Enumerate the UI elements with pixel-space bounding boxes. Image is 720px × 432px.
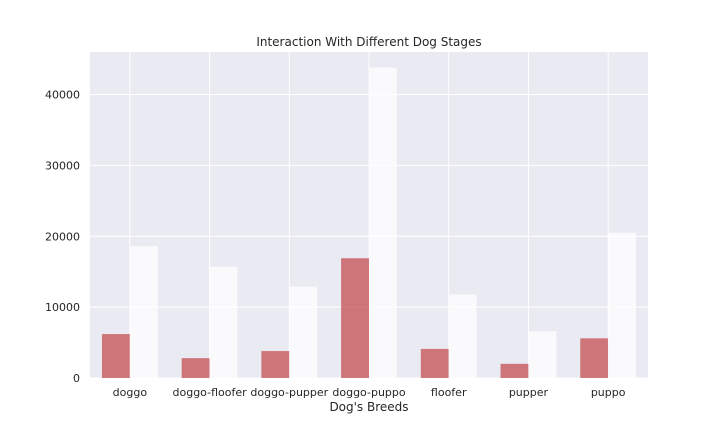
bar-retweets-pupper bbox=[500, 363, 529, 378]
bar-retweets-puppo bbox=[580, 338, 609, 378]
y-tick-label: 0 bbox=[73, 372, 80, 385]
x-tick-label: pupper bbox=[509, 386, 549, 399]
y-tick-label: 40000 bbox=[45, 89, 80, 102]
bar-favorites-doggo-pupper bbox=[289, 286, 318, 378]
y-tick-label: 10000 bbox=[45, 301, 80, 314]
x-axis-label: Dog's Breeds bbox=[329, 400, 408, 414]
chart-title: Interaction With Different Dog Stages bbox=[256, 35, 481, 49]
x-tick-label: doggo-floofer bbox=[173, 386, 248, 399]
x-axis-ticks: doggo doggo-floofer doggo-pupper doggo-pupp… bbox=[113, 386, 626, 399]
bar-favorites-doggo-puppo bbox=[369, 67, 397, 378]
bar-favorites-doggo bbox=[129, 246, 158, 378]
bar-retweets-floofer bbox=[420, 348, 449, 378]
bar-retweets-doggo-floofer bbox=[181, 358, 210, 378]
bar-favorites-puppo bbox=[608, 232, 637, 378]
x-tick-label: doggo bbox=[113, 386, 148, 399]
x-tick-label: floofer bbox=[431, 386, 467, 399]
bar-favorites-floofer bbox=[448, 294, 477, 378]
bar-retweets-doggo-puppo bbox=[341, 258, 369, 378]
bars bbox=[101, 67, 637, 378]
y-axis-ticks: 0 10000 20000 30000 40000 bbox=[45, 89, 80, 385]
x-tick-label: doggo-pupper bbox=[250, 386, 328, 399]
x-tick-label: doggo-puppo bbox=[332, 386, 405, 399]
bar-retweets-doggo bbox=[101, 334, 130, 378]
bar-retweets-doggo-pupper bbox=[261, 351, 290, 378]
y-tick-label: 20000 bbox=[45, 230, 80, 243]
x-tick-label: puppo bbox=[591, 386, 626, 399]
bar-favorites-pupper bbox=[528, 331, 557, 378]
y-tick-label: 30000 bbox=[45, 159, 80, 172]
bar-favorites-doggo-floofer bbox=[209, 266, 238, 378]
